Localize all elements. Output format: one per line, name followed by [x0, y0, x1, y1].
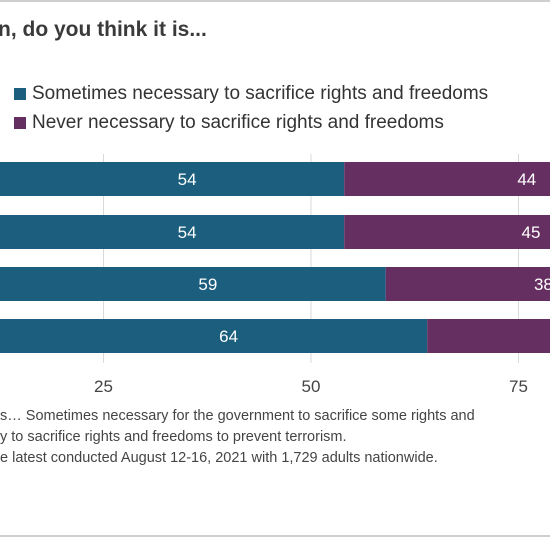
data-label-never: 45 [521, 223, 540, 242]
legend-item-never: Never necessary to sacrifice rights and … [14, 112, 444, 134]
data-label-sometimes: 54 [178, 223, 197, 242]
top-rule [0, 0, 550, 2]
bottom-rule [0, 535, 550, 537]
bar-sometimes [0, 162, 345, 196]
data-label-sometimes: 54 [178, 170, 197, 189]
x-tick-label: 50 [302, 377, 321, 396]
data-label-sometimes: 59 [198, 275, 217, 294]
data-label-sometimes: 64 [219, 327, 238, 346]
bar-never [385, 267, 550, 301]
legend-label-sometimes: Sometimes necessary to sacrifice rights … [32, 83, 489, 104]
data-label-never: 44 [517, 170, 536, 189]
x-tick-label: 25 [94, 377, 113, 396]
bar-never [344, 162, 550, 196]
chart-note-line-1: s… Sometimes necessary for the governmen… [0, 408, 475, 424]
legend-item-sometimes: Sometimes necessary to sacrifice rights … [14, 83, 488, 105]
legend-label-never: Never necessary to sacrifice rights and … [32, 112, 444, 133]
data-label-never: 38 [534, 275, 550, 294]
bar-sometimes [0, 319, 428, 353]
legend-swatch-sometimes [14, 88, 26, 100]
legend-swatch-never [14, 117, 26, 129]
chart-subtitle: n, do you think it is... [0, 18, 207, 41]
stacked-bar-chart: 54 44 54 45 59 38 64 25 50 75 [0, 154, 550, 396]
chart-note-line-3: e latest conducted August 12-16, 2021 wi… [0, 450, 438, 466]
chart-note-line-2: y to sacrifice rights and freedoms to pr… [0, 429, 347, 445]
bar-never [427, 319, 550, 353]
bar-sometimes [0, 215, 345, 249]
bar-never [344, 215, 550, 249]
bar-sometimes [0, 267, 386, 301]
x-tick-label: 75 [509, 377, 528, 396]
